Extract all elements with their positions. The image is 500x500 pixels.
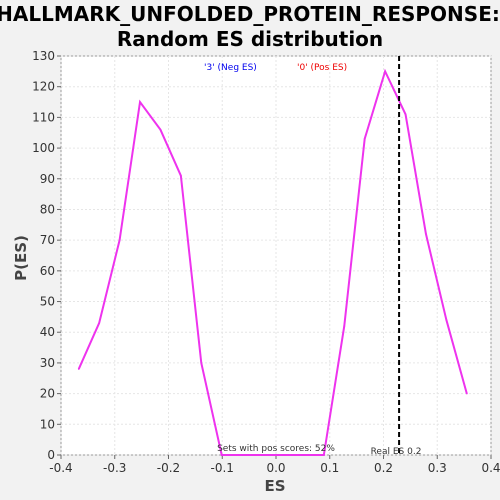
data-point: [118, 239, 121, 241]
series-line: [77, 68, 468, 456]
data-point: [261, 454, 264, 456]
chart-title-line-1: HALLMARK_UNFOLDED_PROTEIN_RESPONSE:: [0, 2, 500, 26]
y-tick-label: 100: [32, 141, 55, 155]
legend-pos-es: '0' (Pos ES): [297, 63, 347, 73]
y-axis-label: P(ES): [12, 235, 30, 281]
data-point: [343, 325, 346, 327]
x-tick-label: 0.4: [481, 461, 500, 475]
data-point: [363, 138, 366, 140]
x-tick-label: 0.1: [320, 461, 339, 475]
x-axis-label: ES: [264, 477, 285, 495]
data-point: [159, 128, 162, 131]
y-tick-label: 60: [40, 264, 55, 278]
data-point: [404, 113, 407, 116]
data-point: [425, 233, 427, 235]
x-axis-ticks: -0.4 -0.3 -0.2 -0.1 0.0 0.1 0.2 0.3 0.4: [49, 455, 500, 475]
y-tick-label: 120: [32, 80, 55, 94]
y-tick-label: 80: [40, 202, 55, 216]
y-tick-label: 110: [32, 110, 55, 124]
x-tick-label: -0.3: [103, 461, 126, 475]
data-point: [139, 101, 141, 103]
series-points: [77, 70, 468, 456]
data-point: [323, 454, 325, 456]
data-point: [180, 174, 182, 177]
x-tick-label: 0.0: [266, 461, 285, 475]
series-layer: [77, 68, 468, 456]
x-tick-label: 0.2: [374, 461, 393, 475]
y-tick-label: 50: [40, 295, 55, 309]
y-tick-label: 40: [40, 325, 55, 339]
y-tick-label: 130: [32, 49, 55, 63]
data-point: [282, 454, 284, 456]
x-tick-label: -0.4: [49, 461, 72, 475]
data-point: [445, 319, 448, 321]
data-point: [98, 322, 100, 324]
pos-scores-annotation: Sets with pos scores: 52%: [217, 444, 335, 454]
x-tick-label: 0.3: [428, 461, 447, 475]
grid: [60, 55, 492, 456]
data-point: [384, 70, 386, 73]
data-point: [241, 454, 243, 456]
data-point: [200, 362, 203, 364]
y-tick-label: 20: [40, 387, 55, 401]
y-tick-label: 30: [40, 356, 55, 370]
y-tick-label: 0: [47, 448, 55, 462]
data-point: [466, 392, 468, 395]
real-es-label: Real ES 0.2: [371, 447, 422, 457]
legend: '3' (Neg ES) '0' (Pos ES): [204, 63, 347, 73]
plot-area: [60, 55, 492, 456]
x-tick-label: -0.1: [211, 461, 234, 475]
x-tick-label: -0.2: [157, 461, 180, 475]
y-tick-label: 90: [40, 172, 55, 186]
y-tick-label: 70: [40, 233, 55, 247]
y-tick-label: 10: [40, 417, 55, 431]
data-point: [302, 454, 305, 456]
chart-title-line-2: Random ES distribution: [117, 27, 383, 51]
data-point: [77, 368, 80, 370]
data-point: [220, 454, 223, 456]
legend-neg-es: '3' (Neg ES): [204, 63, 257, 73]
y-axis-ticks: 0 10 20 30 40 50 60 70 80 90 100 110 120 130: [32, 49, 61, 462]
